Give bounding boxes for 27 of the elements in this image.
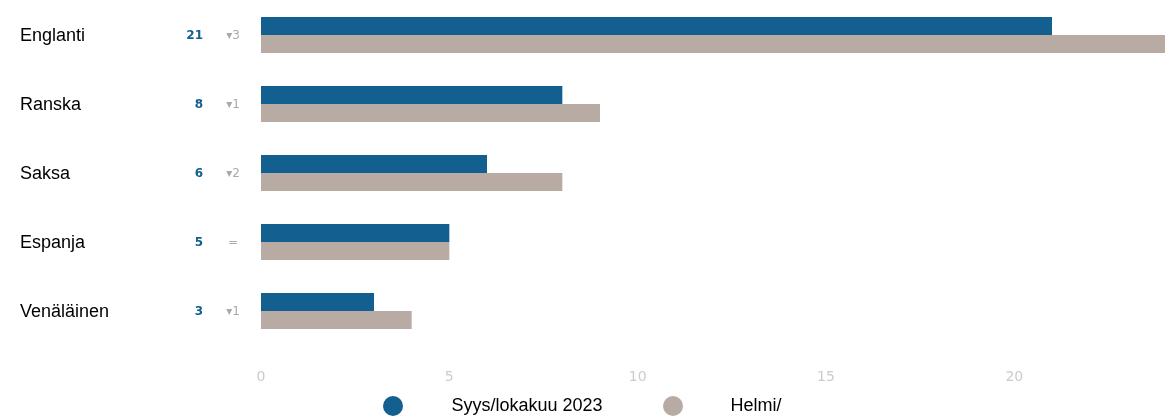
text: ▾2 bbox=[226, 166, 240, 180]
y-tick-label: Ranska bbox=[20, 93, 83, 114]
data-label: 6 bbox=[194, 166, 203, 180]
bar bbox=[261, 224, 450, 242]
data-label: 8 bbox=[194, 97, 203, 111]
text: ▾3 bbox=[226, 28, 240, 42]
text: ▾1 bbox=[226, 304, 240, 318]
bar bbox=[261, 104, 600, 122]
data-label: 3 bbox=[194, 304, 203, 318]
y-tick-label: Saksa bbox=[20, 162, 72, 183]
bar bbox=[261, 35, 1165, 53]
bar bbox=[261, 293, 374, 311]
text: = bbox=[227, 235, 239, 249]
bar bbox=[261, 17, 1052, 35]
text: ▾1 bbox=[226, 97, 240, 111]
text: Syys/lokakuu 2023 bbox=[451, 395, 603, 416]
data-label: 21 bbox=[186, 28, 203, 42]
bar bbox=[261, 86, 563, 104]
y-tick-label: Venäläinen bbox=[20, 300, 110, 321]
data-label: 5 bbox=[194, 235, 203, 249]
bar bbox=[261, 242, 450, 260]
y-tick-label: Espanja bbox=[20, 231, 87, 252]
y-tick-label: Englanti bbox=[20, 24, 86, 45]
text: Helmi/ bbox=[730, 395, 782, 416]
bar bbox=[261, 173, 563, 191]
bar bbox=[261, 311, 412, 329]
bar bbox=[261, 155, 487, 173]
